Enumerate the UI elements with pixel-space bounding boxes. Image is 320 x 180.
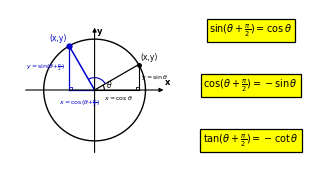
Text: $y{=}\sin(\theta{+}\frac{\pi}{2})$: $y{=}\sin(\theta{+}\frac{\pi}{2})$ — [27, 62, 66, 73]
Text: $x{=}\cos(\theta{+}\frac{\pi}{2})$: $x{=}\cos(\theta{+}\frac{\pi}{2})$ — [59, 98, 100, 109]
Text: $\sin(\theta+\frac{\pi}{2}) = \cos\theta$: $\sin(\theta+\frac{\pi}{2}) = \cos\theta… — [210, 22, 292, 39]
Text: (x,y): (x,y) — [49, 34, 67, 43]
Text: x: x — [164, 78, 170, 87]
Text: $\cos(\theta+\frac{\pi}{2}) = -\sin\theta$: $\cos(\theta+\frac{\pi}{2}) = -\sin\thet… — [204, 77, 298, 94]
Text: $\theta$: $\theta$ — [106, 79, 112, 90]
Text: $\tan(\theta+\frac{\pi}{2}) = -\cot\theta$: $\tan(\theta+\frac{\pi}{2}) = -\cot\thet… — [203, 132, 299, 149]
Text: $x{=}\cos\theta$: $x{=}\cos\theta$ — [104, 94, 133, 102]
Text: (x,y): (x,y) — [140, 53, 158, 62]
Text: y: y — [97, 27, 102, 36]
Text: $y{=}\sin\theta$: $y{=}\sin\theta$ — [141, 73, 168, 82]
